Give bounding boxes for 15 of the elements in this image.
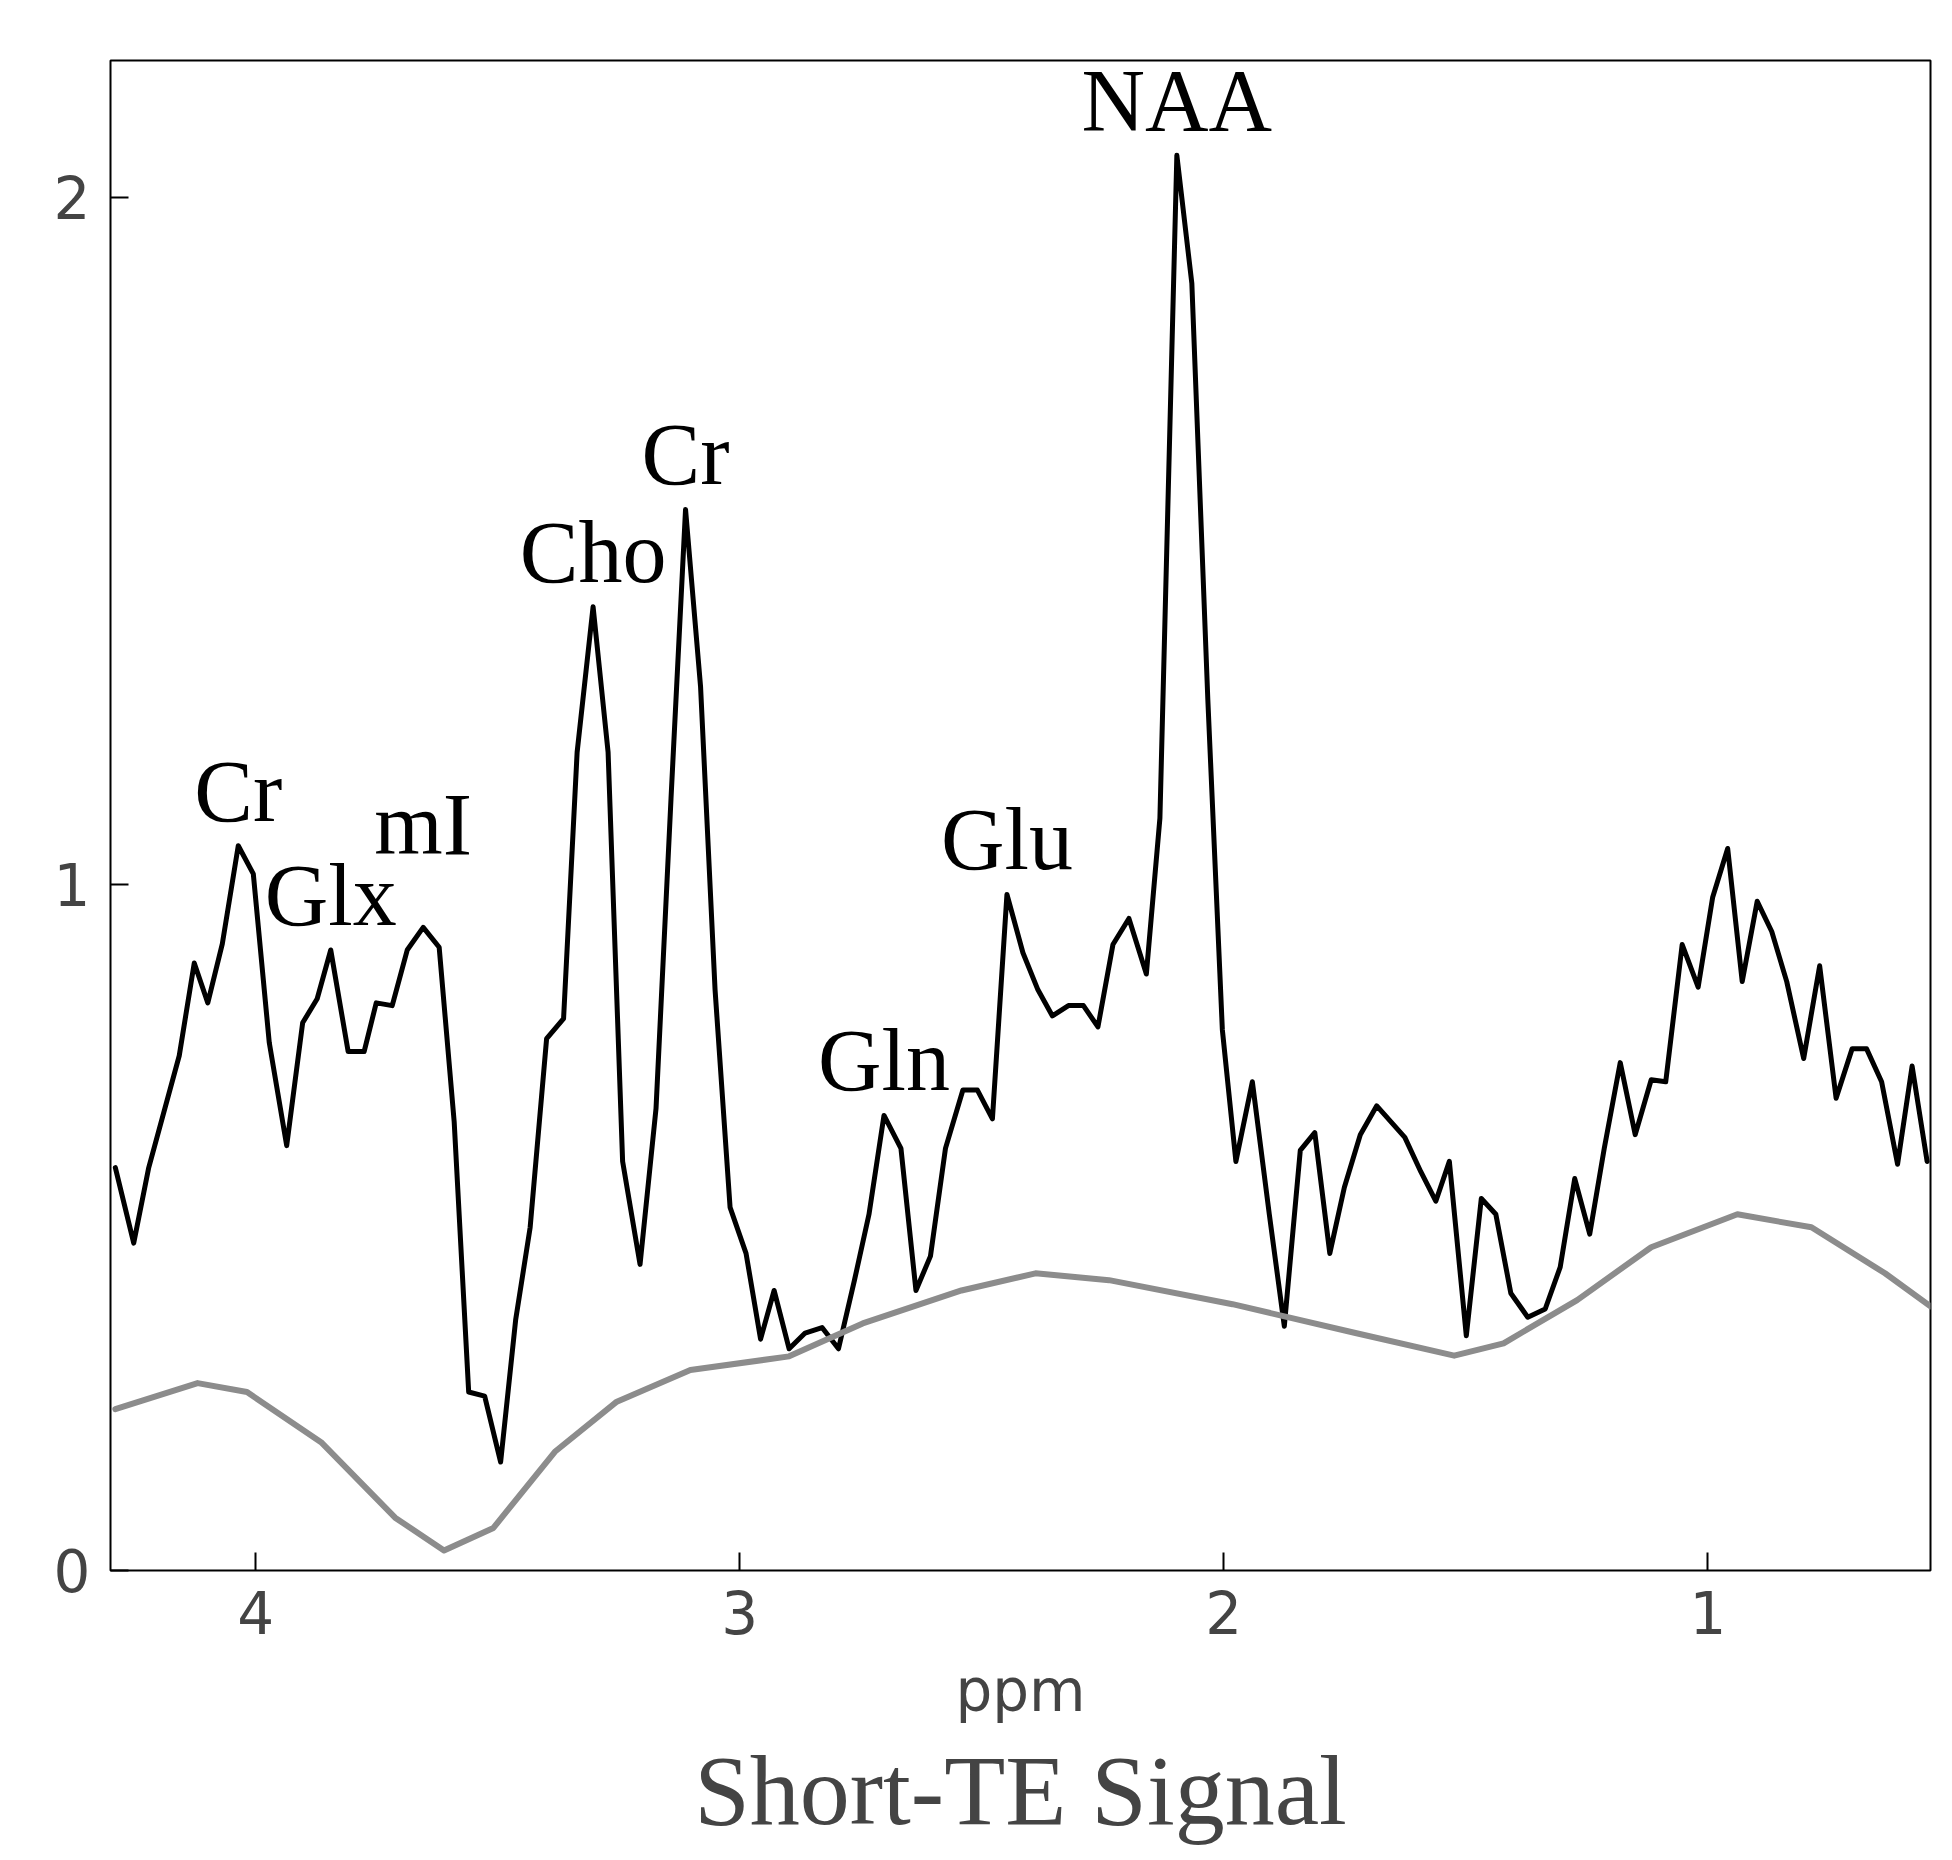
x-tick-label: 4 <box>237 1579 275 1648</box>
x-tick-label: 3 <box>721 1579 759 1648</box>
y-tick-label: 0 <box>53 1538 91 1606</box>
y-tick-label: 2 <box>53 165 91 234</box>
y-tick-label: 1 <box>53 851 91 920</box>
text: Short-TE Signal <box>694 1734 1347 1846</box>
annotation: Cr <box>194 742 283 840</box>
x-tick-label: 2 <box>1205 1579 1243 1648</box>
annotation: Cho <box>519 503 667 601</box>
x-axis-title: ppm <box>955 1656 1086 1725</box>
x-tick-label: 1 <box>1689 1579 1727 1648</box>
annotation: Cr <box>641 406 730 504</box>
annotation: Gln <box>818 1012 950 1110</box>
annotation: NAA <box>1081 52 1273 150</box>
annotation: Glu <box>940 791 1073 889</box>
